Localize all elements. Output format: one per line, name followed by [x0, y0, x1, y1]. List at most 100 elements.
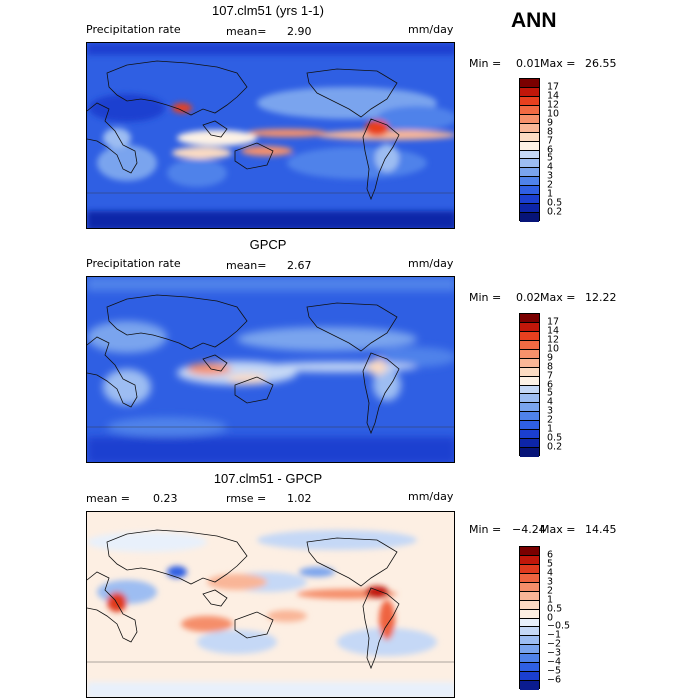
- max-value: 12.22: [585, 291, 617, 304]
- color-bar-tick-label: 6: [547, 144, 554, 155]
- color-bar-tick-label: −1: [547, 629, 562, 641]
- color-bar-tick-label: −0.5: [547, 620, 571, 632]
- color-bar-tick-label: −6: [547, 674, 562, 686]
- color-bar-tick-label: 1: [547, 594, 554, 606]
- color-bar-tick-label: 5: [547, 387, 554, 399]
- color-bar-tick-label: 5: [547, 152, 554, 164]
- color-bar-tick-label: 2: [547, 414, 554, 426]
- color-bar-swatch: [520, 573, 539, 583]
- color-bar-tick-label: 14: [547, 90, 560, 102]
- color-bar-tick-label: 4: [547, 567, 554, 579]
- color-bar-swatch: [520, 159, 539, 169]
- difference-map-canvas: [87, 512, 454, 697]
- color-bar-tick-label: 9: [547, 117, 554, 129]
- color-bar-swatch: [520, 654, 539, 664]
- color-bar-swatch: [520, 358, 539, 368]
- color-bar-swatch: [520, 412, 539, 422]
- units-label: mm/day: [408, 23, 454, 36]
- color-bar-swatch: [520, 96, 539, 106]
- color-bar-tick-label: 4: [547, 396, 554, 408]
- color-bar-tick-label: −2: [547, 638, 562, 650]
- color-bar-tick-label: 3: [547, 576, 554, 588]
- mean-value: 2.67: [287, 259, 312, 272]
- color-bar-tick-label: 12: [547, 99, 560, 111]
- color-bar-tick-label: 0.5: [547, 603, 563, 615]
- mean-value: 0.23: [153, 492, 178, 505]
- min-label: Min =: [469, 291, 502, 304]
- color-bar-swatch: [520, 195, 539, 205]
- color-bar-tick-label: 0.2: [547, 206, 563, 218]
- color-bar-swatch: [520, 403, 539, 413]
- color-bar-tick-label: 6: [547, 379, 554, 390]
- color-bar-tick-label: 7: [547, 135, 554, 147]
- color-bar-tick-label: 7: [547, 370, 554, 382]
- rmse-label: rmse =: [226, 492, 267, 505]
- color-bar-tick-label: 17: [547, 316, 560, 328]
- color-bar-tick-label: −4: [547, 656, 562, 668]
- color-bar-swatch: [520, 636, 539, 646]
- mean-value: 2.90: [287, 25, 312, 38]
- color-bar-swatch: [520, 430, 539, 440]
- units-label: mm/day: [408, 490, 454, 503]
- color-bar-ticks: 17 14 12 10 9 8 7 6 5 4 3 2 1 0.5 0.2: [547, 78, 587, 221]
- panel-title: 107.clm51 - GPCP: [213, 471, 323, 486]
- panel-title: 107.clm51 (yrs 1-1): [212, 3, 324, 18]
- mean-label: mean=: [226, 25, 267, 38]
- color-bar-swatch: [520, 123, 539, 133]
- color-bar: [519, 78, 540, 222]
- season-label: ANN: [511, 9, 557, 32]
- color-bar-swatch: [520, 600, 539, 610]
- color-bar-ticks: 6 5 4 3 2 1 0.5 0 −0.5 −1 −2 −3 −4 −5 −6: [547, 546, 587, 689]
- variable-label: Precipitation rate: [86, 257, 181, 270]
- color-bar-swatch: [520, 439, 539, 449]
- color-bar-swatch: [520, 87, 539, 97]
- precip-map-canvas: [87, 43, 454, 228]
- min-value: 0.01: [516, 57, 541, 70]
- color-bar-swatch: [520, 645, 539, 655]
- color-bar-tick-label: 8: [547, 361, 554, 373]
- color-bar-swatch: [520, 672, 539, 682]
- color-bar-tick-label: 17: [547, 81, 560, 93]
- min-label: Min =: [469, 57, 502, 70]
- color-bar-swatch: [520, 564, 539, 574]
- color-bar: [519, 313, 540, 457]
- color-bar-tick-label: 0.5: [547, 432, 563, 444]
- color-bar-swatch: [520, 114, 539, 124]
- color-bar-tick-label: −3: [547, 647, 562, 659]
- mean-label: mean=: [226, 259, 267, 272]
- min-label: Min =: [469, 523, 502, 536]
- max-label: Max =: [540, 57, 576, 70]
- max-value: 14.45: [585, 523, 617, 536]
- color-bar-tick-label: 0: [547, 612, 554, 623]
- color-bar-swatch: [520, 555, 539, 565]
- color-bar-swatch: [520, 547, 539, 556]
- color-bar-tick-label: 5: [547, 558, 554, 570]
- precip-map-canvas: [87, 277, 454, 462]
- color-bar-swatch: [520, 618, 539, 628]
- color-bar-swatch: [520, 79, 539, 88]
- color-bar-tick-label: 0.2: [547, 441, 563, 453]
- color-bar-tick-label: −5: [547, 665, 562, 677]
- difference-map: [86, 511, 455, 698]
- mean-label: mean =: [86, 492, 130, 505]
- color-bar-swatch: [520, 186, 539, 196]
- panel-title: GPCP: [249, 237, 287, 252]
- color-bar-swatch: [520, 627, 539, 637]
- color-bar-tick-label: 12: [547, 334, 560, 346]
- color-bar: [519, 546, 540, 690]
- max-label: Max =: [540, 291, 576, 304]
- variable-label: Precipitation rate: [86, 23, 181, 36]
- color-bar-tick-label: 0.5: [547, 197, 563, 209]
- min-value: −4.24: [512, 523, 546, 536]
- color-bar-tick-label: 10: [547, 343, 560, 355]
- color-bar-swatch: [520, 132, 539, 142]
- units-label: mm/day: [408, 257, 454, 270]
- color-bar-tick-label: 14: [547, 325, 560, 337]
- color-bar-tick-label: 3: [547, 170, 554, 182]
- color-bar-tick-label: 2: [547, 585, 554, 597]
- color-bar-ticks: 17 14 12 10 9 8 7 6 5 4 3 2 1 0.5 0.2: [547, 313, 587, 456]
- rmse-value: 1.02: [287, 492, 312, 505]
- color-bar-swatch: [520, 105, 539, 115]
- precip-map: [86, 42, 455, 229]
- precip-map: [86, 276, 455, 463]
